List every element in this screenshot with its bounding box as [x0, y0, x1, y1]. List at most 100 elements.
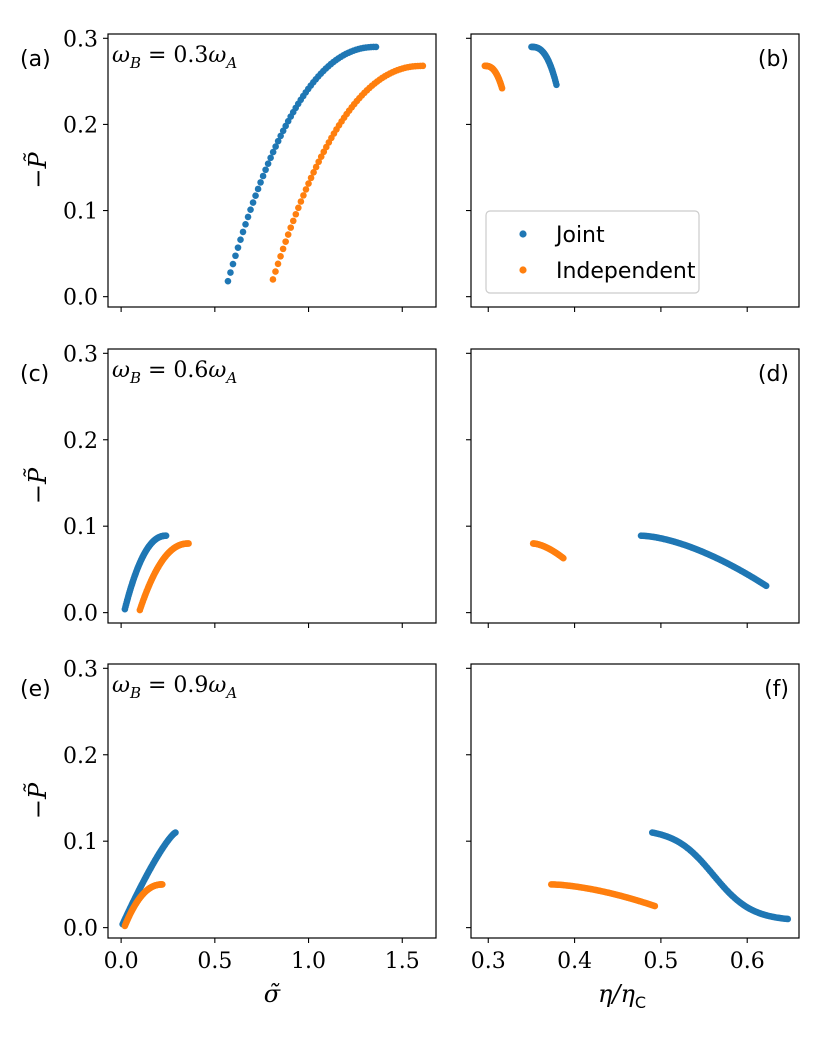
data-point: [302, 186, 310, 193]
legend-label-joint: Joint: [554, 223, 605, 248]
data-point: [784, 915, 792, 923]
x-tick-label: 0.6: [730, 949, 765, 974]
data-point: [284, 231, 292, 238]
data-point: [498, 84, 506, 92]
data-point: [242, 221, 249, 228]
omega-annotation-part: =: [141, 673, 173, 698]
data-point: [269, 276, 277, 283]
data-point: [292, 210, 300, 218]
y-tick-label: 0.2: [63, 113, 98, 138]
data-point: [651, 902, 659, 910]
panel-tag: (d): [758, 362, 789, 387]
panel-tag: (c): [20, 362, 49, 387]
data-point: [224, 277, 232, 285]
data-point: [762, 582, 770, 590]
omega-annotation-part: B: [129, 369, 141, 387]
data-point: [310, 169, 317, 176]
series-independent: [269, 62, 427, 283]
omega-annotation-part: ω: [112, 358, 130, 383]
data-point: [272, 143, 279, 150]
data-point: [279, 127, 287, 135]
data-point: [252, 192, 259, 199]
series-independent: [481, 62, 506, 92]
data-point: [372, 43, 380, 51]
x-tick-label: 0.5: [197, 949, 232, 974]
y-axis-label: −P̃: [24, 782, 52, 819]
panel-a: 0.00.10.20.3(a) ωB = 0.3ωA−P̃: [20, 27, 437, 312]
data-point: [262, 166, 269, 174]
omega-annotation-part: A: [224, 369, 237, 387]
omega-annotation-part: ω: [112, 673, 130, 698]
data-point: [269, 148, 277, 156]
data-point: [239, 228, 247, 236]
legend: Joint Independent: [485, 210, 700, 294]
omega-annotation: ωB = 0.9ωA: [112, 673, 237, 702]
y-tick-label: 0.2: [63, 429, 98, 454]
data-point: [287, 224, 295, 231]
series-joint: [528, 43, 560, 89]
omega-annotation-part: ω: [208, 358, 226, 383]
x-tick-label: 1.5: [385, 949, 420, 974]
series-independent: [121, 881, 166, 930]
axes-frame: [470, 348, 800, 624]
y-tick-label: 0.0: [63, 602, 98, 627]
data-point: [229, 260, 237, 268]
series-independent: [136, 540, 192, 614]
y-axis-label: −P̃: [24, 152, 52, 189]
omega-annotation-part: ω: [112, 43, 130, 68]
y-tick-label: 0.2: [63, 744, 98, 769]
y-tick-label: 0.3: [63, 342, 98, 367]
x-axis-label-subscript: C: [635, 993, 646, 1012]
x-tick-label: 0.3: [471, 949, 506, 974]
axes-frame: [470, 33, 800, 308]
data-point: [560, 554, 567, 562]
series-joint: [224, 43, 380, 285]
data-point: [185, 540, 192, 547]
series-joint: [637, 532, 770, 590]
data-point: [264, 160, 272, 168]
data-point: [237, 236, 244, 243]
omega-annotation-part: =: [141, 358, 173, 383]
omega-annotation-part: A: [224, 684, 237, 702]
panel-c: 0.00.10.20.3(c) ωB = 0.6ωA−P̃: [20, 342, 437, 628]
y-tick-label: 0.1: [63, 830, 98, 855]
omega-annotation-part: A: [224, 54, 237, 72]
data-point: [227, 269, 234, 276]
x-axis-label-sigma: σ̃: [264, 980, 281, 1008]
omega-annotation-part: B: [129, 684, 141, 702]
x-axis-label-efficiency: η/ηC: [598, 980, 646, 1012]
legend-box: [485, 210, 700, 294]
y-tick-label: 0.0: [63, 286, 98, 311]
data-point: [274, 260, 282, 268]
legend-marker-independent: [519, 266, 527, 274]
panel-tag: (a): [20, 47, 51, 72]
axes-frame: [107, 348, 437, 624]
data-point: [274, 137, 282, 145]
data-point: [162, 532, 170, 539]
data-point: [297, 198, 305, 205]
x-tick-label: 0.4: [557, 949, 592, 974]
data-point: [315, 158, 322, 166]
legend-marker-joint: [519, 230, 527, 238]
omega-annotation-part: ω: [208, 673, 226, 698]
data-point: [259, 172, 267, 180]
data-point: [300, 192, 307, 199]
data-point: [307, 174, 315, 182]
series-independent: [529, 540, 567, 562]
x-axis-label-main: η/η: [598, 980, 635, 1008]
legend-label-independent: Independent: [556, 259, 696, 284]
axes-frame: [470, 663, 800, 939]
y-tick-label: 0.3: [63, 657, 98, 682]
x-tick-label: 0.5: [643, 949, 678, 974]
data-point: [257, 179, 264, 186]
panel-f: 0.3 0.4 0.5 0.6 (f): [466, 663, 800, 974]
data-point: [244, 213, 252, 221]
omega-annotation-part: =: [141, 43, 173, 68]
x-tick-label: 0.0: [104, 949, 139, 974]
panel-tag: (b): [758, 47, 789, 72]
series-independent: [547, 881, 659, 910]
omega-annotation-part: 0.6: [173, 358, 208, 383]
data-point: [282, 238, 289, 245]
panel-tag: (e): [20, 677, 51, 702]
data-point: [272, 268, 279, 275]
